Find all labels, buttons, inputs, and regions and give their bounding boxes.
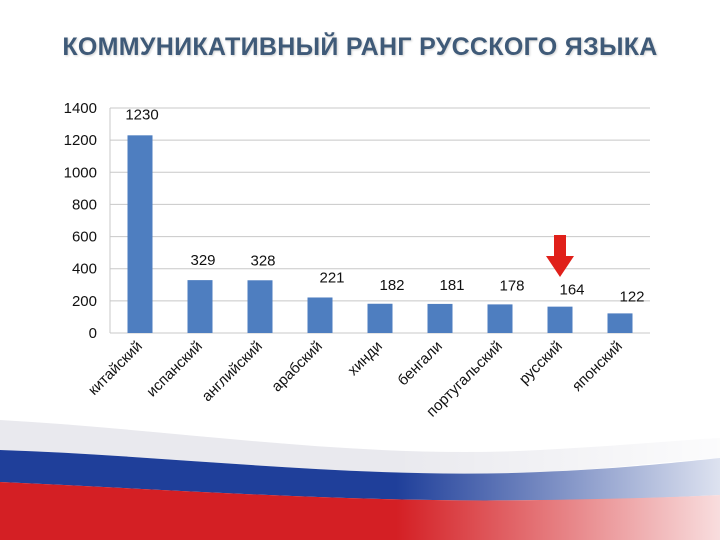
- category-label: русский: [516, 338, 566, 388]
- chart-title: КОММУНИКАТИВНЫЙ РАНГ РУССКОГО ЯЗЫКА: [62, 33, 658, 61]
- bar: [187, 280, 213, 333]
- bar: [247, 280, 273, 333]
- bar: [127, 135, 153, 333]
- bars: [127, 135, 633, 333]
- category-label: китайский: [85, 338, 146, 399]
- data-label: 328: [250, 252, 275, 269]
- y-tick-label: 400: [72, 261, 97, 278]
- data-label: 329: [190, 252, 215, 269]
- data-label: 221: [319, 269, 344, 286]
- category-label: английский: [199, 338, 266, 405]
- down-arrow-icon: [546, 235, 574, 277]
- y-tick-label: 1200: [64, 132, 97, 149]
- y-axis-ticks: 0 200 400 600 800 1000 1200 1400: [64, 100, 97, 342]
- bar: [427, 303, 453, 333]
- y-tick-label: 600: [72, 229, 97, 246]
- data-label: 1230: [125, 106, 158, 123]
- bar: [367, 303, 393, 333]
- bar: [547, 306, 573, 333]
- y-tick-label: 200: [72, 293, 97, 310]
- category-label: хинди: [345, 338, 386, 379]
- y-tick-label: 1000: [64, 164, 97, 181]
- data-label: 181: [439, 277, 464, 294]
- bar: [307, 297, 333, 333]
- data-labels: 1230 329 328 221 182 181 178 164 122: [125, 106, 644, 305]
- bar: [487, 304, 513, 333]
- y-tick-label: 800: [72, 196, 97, 213]
- category-label: японский: [569, 338, 626, 395]
- bar: [607, 313, 633, 333]
- data-label: 178: [499, 277, 524, 294]
- category-label: арабский: [268, 338, 325, 395]
- category-label: испанский: [143, 338, 206, 401]
- tricolor-ribbon: [0, 400, 720, 540]
- data-label: 164: [559, 282, 584, 299]
- data-label: 182: [379, 277, 404, 294]
- y-tick-label: 1400: [64, 100, 97, 117]
- highlight-arrow: [546, 235, 574, 277]
- data-label: 122: [619, 288, 644, 305]
- y-tick-label: 0: [89, 325, 97, 342]
- category-label: бенгали: [394, 338, 445, 389]
